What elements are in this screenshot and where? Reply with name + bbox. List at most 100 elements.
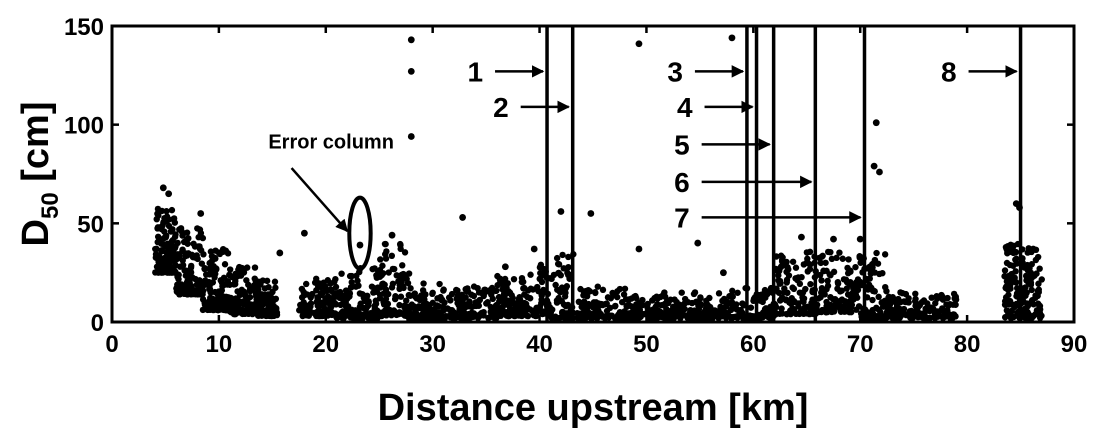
data-point <box>475 289 483 296</box>
data-point <box>785 272 793 279</box>
data-point <box>163 208 170 215</box>
data-point <box>198 260 206 267</box>
data-point <box>850 282 857 289</box>
data-point <box>398 310 406 317</box>
data-point <box>779 254 786 261</box>
data-point <box>407 67 415 75</box>
data-point <box>549 306 556 313</box>
x-tick-label: 70 <box>847 331 874 358</box>
data-point <box>488 291 495 298</box>
data-point <box>704 312 712 320</box>
data-point <box>759 311 767 318</box>
data-point <box>794 276 801 284</box>
data-point <box>876 270 883 278</box>
data-point <box>327 299 334 306</box>
data-point <box>407 36 415 44</box>
x-tick-label: 50 <box>633 331 660 358</box>
data-point <box>808 299 815 307</box>
data-point <box>303 291 311 298</box>
data-point <box>889 294 896 301</box>
data-point <box>346 293 353 300</box>
data-point <box>355 282 362 289</box>
data-point <box>562 289 569 297</box>
annotation-label: 1 <box>467 56 483 87</box>
data-point <box>403 275 410 283</box>
data-point <box>537 269 544 277</box>
data-point <box>599 286 607 294</box>
data-point <box>792 264 800 271</box>
data-point <box>388 231 396 239</box>
data-point <box>454 287 461 294</box>
data-point <box>152 251 160 258</box>
data-point <box>307 303 314 310</box>
data-point <box>246 293 254 301</box>
data-point <box>777 263 785 271</box>
data-point <box>436 280 443 288</box>
data-point <box>857 278 864 286</box>
data-point <box>182 272 190 279</box>
data-point <box>199 287 207 295</box>
data-point <box>348 279 355 286</box>
data-point <box>216 291 224 299</box>
data-point <box>796 309 803 317</box>
data-point <box>1001 267 1009 274</box>
data-point <box>800 261 808 268</box>
data-point <box>315 307 323 315</box>
data-point <box>168 238 176 245</box>
data-point <box>536 275 543 283</box>
data-point <box>818 308 825 316</box>
data-point <box>789 305 796 312</box>
data-point <box>271 278 279 285</box>
data-point <box>184 290 192 297</box>
data-point <box>1024 249 1031 256</box>
data-point <box>798 233 805 241</box>
data-point <box>560 265 567 272</box>
data-point <box>608 312 616 319</box>
data-point <box>170 215 178 222</box>
data-point <box>323 287 330 295</box>
data-point <box>653 314 661 321</box>
data-point <box>246 287 254 295</box>
data-point <box>839 255 846 262</box>
data-point <box>205 303 213 310</box>
data-point <box>327 280 334 287</box>
y-tick-label: 150 <box>64 14 104 41</box>
data-point <box>416 296 423 304</box>
data-point <box>524 293 531 301</box>
data-point <box>182 267 190 274</box>
data-point <box>844 264 851 272</box>
data-point <box>638 310 646 317</box>
data-point <box>510 300 517 307</box>
data-point <box>175 251 182 259</box>
data-point <box>316 312 324 320</box>
data-point <box>179 247 186 255</box>
data-point <box>524 312 532 320</box>
data-point <box>388 252 396 260</box>
data-point <box>611 292 618 299</box>
annotation-label: 4 <box>677 92 693 123</box>
data-point <box>715 290 723 297</box>
data-point <box>419 311 426 318</box>
x-tick-label: 10 <box>206 331 233 358</box>
data-point <box>564 314 571 321</box>
data-point <box>154 233 162 240</box>
data-point <box>557 208 565 215</box>
data-point <box>311 279 319 286</box>
data-point <box>693 308 700 315</box>
data-point <box>928 294 935 301</box>
data-point <box>332 283 340 291</box>
data-point <box>506 289 514 296</box>
data-point <box>827 248 834 256</box>
data-point <box>174 273 181 281</box>
data-point <box>212 270 219 278</box>
data-point <box>484 299 491 306</box>
data-point <box>1026 265 1033 272</box>
data-point <box>371 284 378 292</box>
annotation-label: 2 <box>493 92 509 123</box>
data-point <box>200 251 207 258</box>
data-point <box>388 284 396 291</box>
data-point <box>912 295 919 303</box>
data-point <box>363 303 371 311</box>
data-point <box>417 304 424 311</box>
